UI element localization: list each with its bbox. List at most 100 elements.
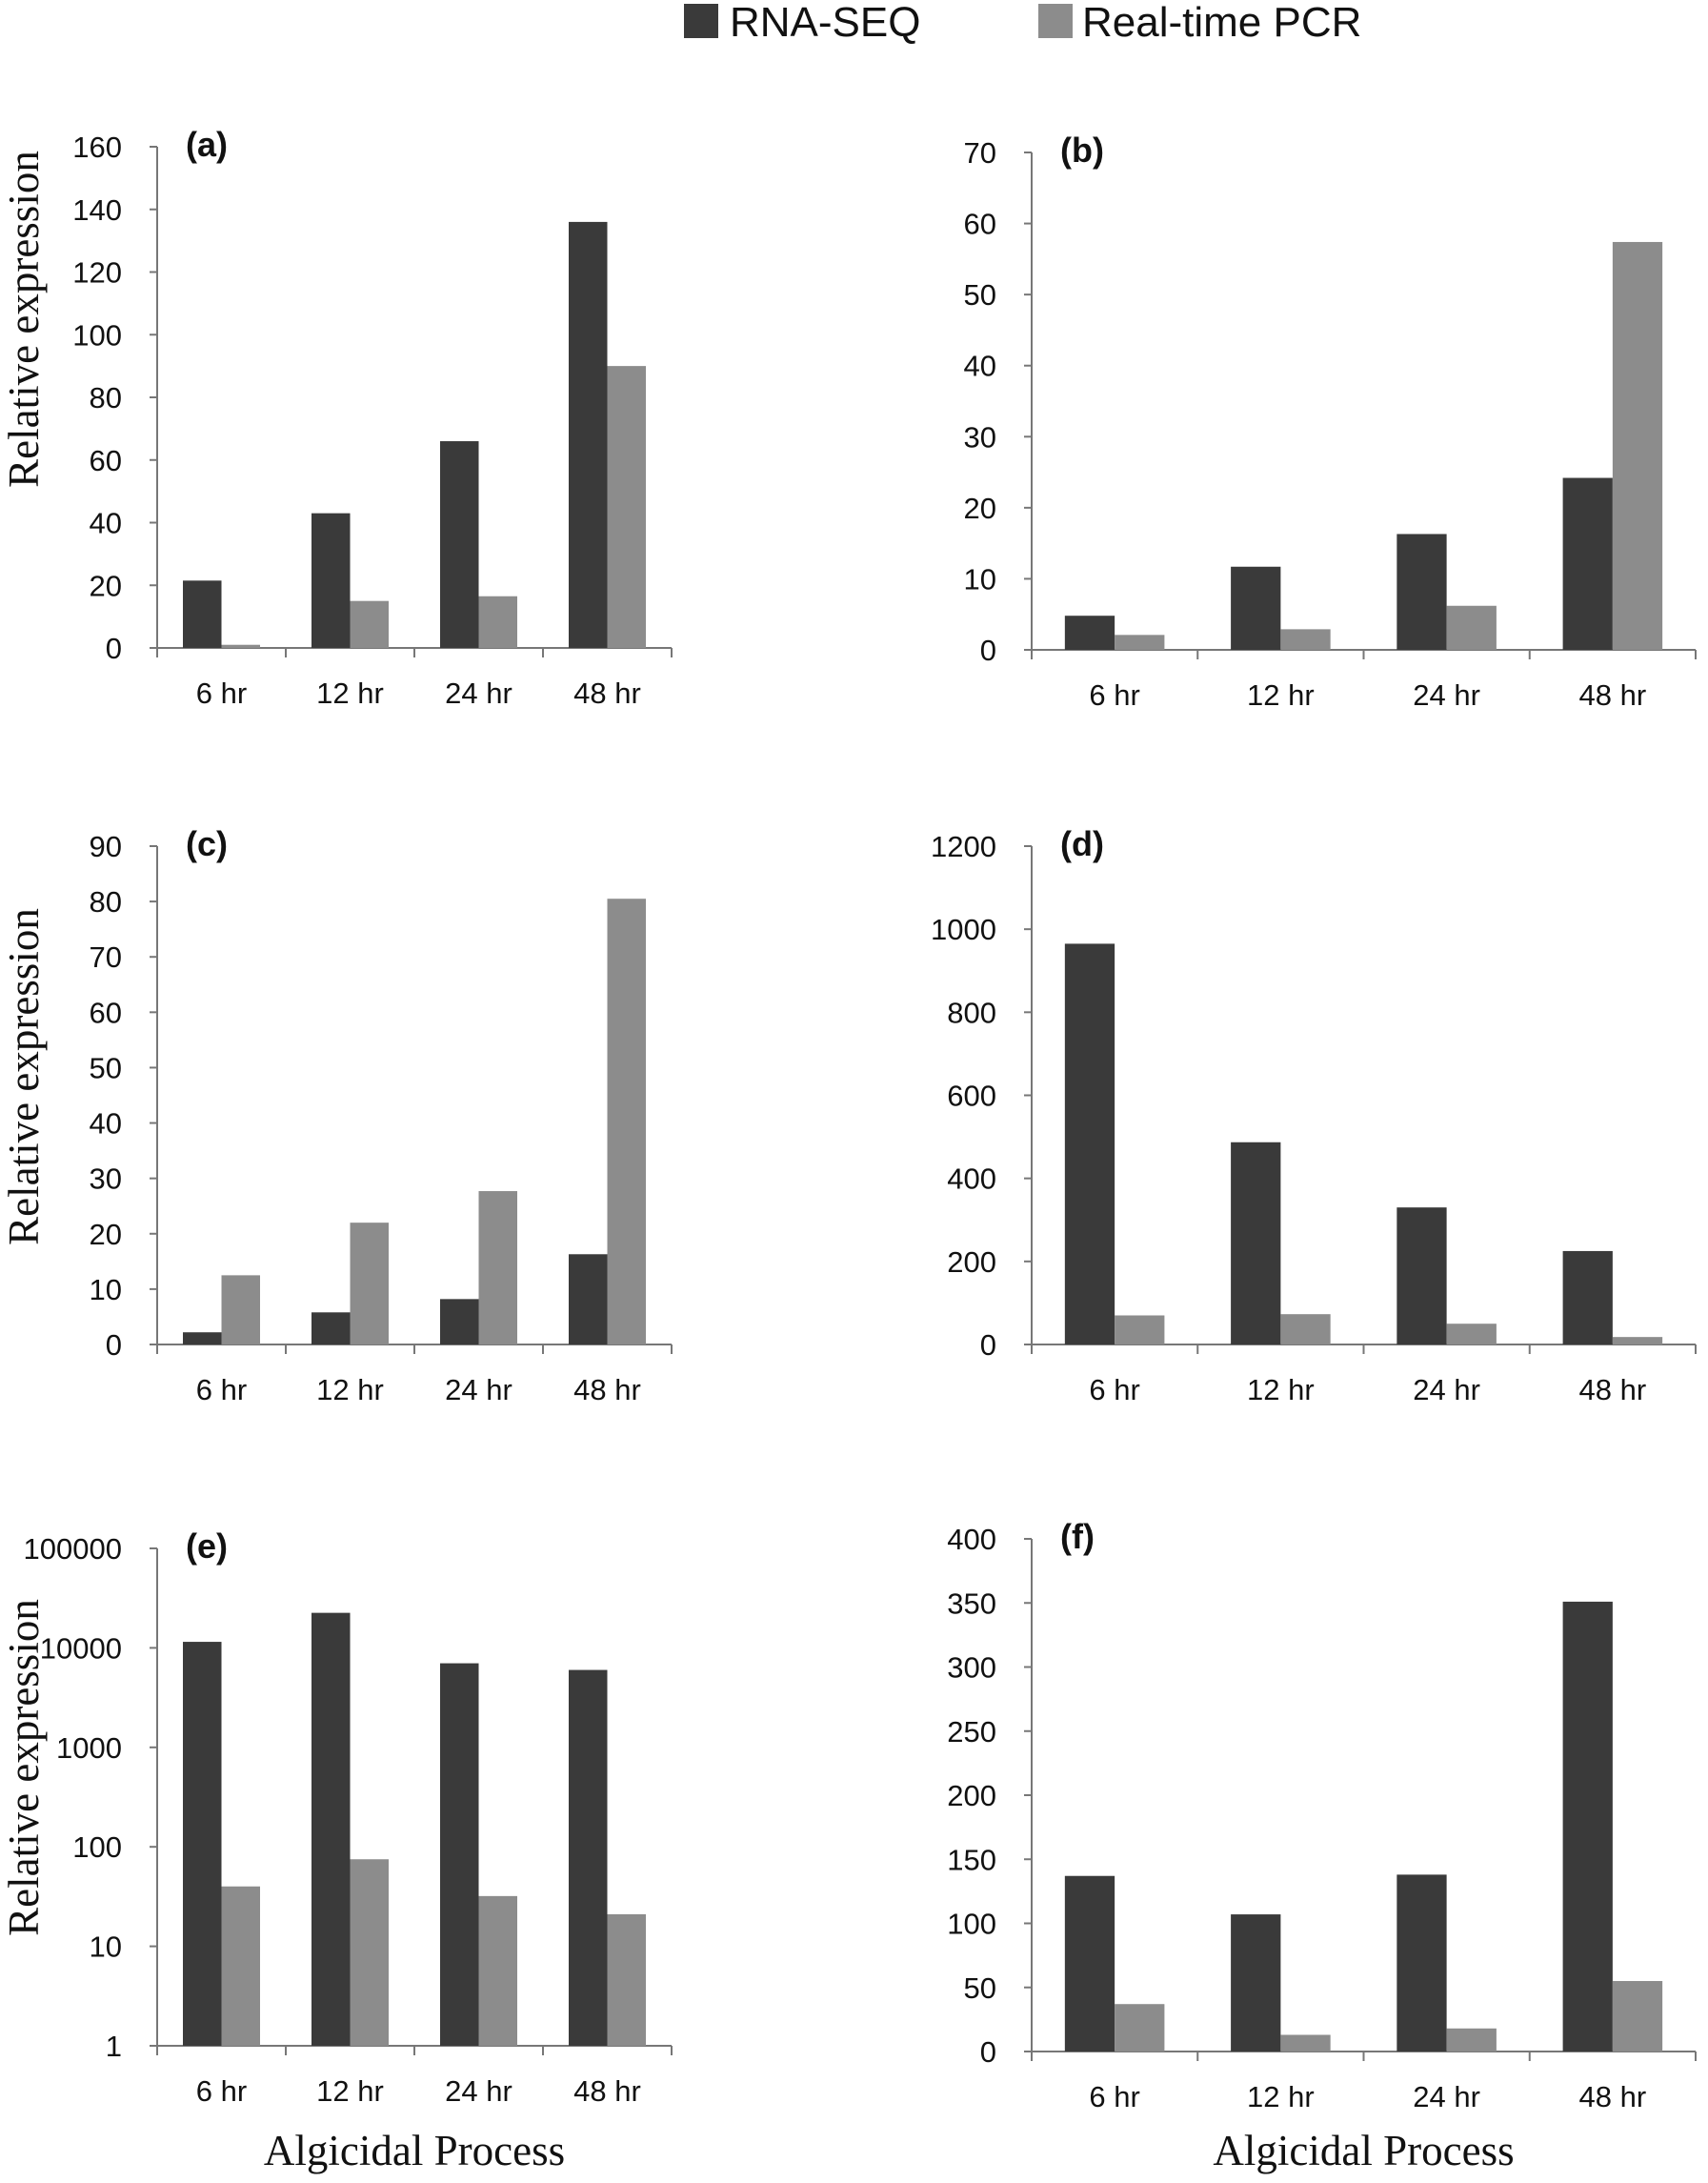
x-tick-label: 24 hr — [445, 1373, 512, 1406]
bar-real-time-pcr — [607, 899, 646, 1344]
y-tick-label: 20 — [90, 1218, 122, 1251]
x-tick-label: 48 hr — [573, 1373, 641, 1406]
y-tick-label: 100 — [72, 318, 122, 352]
y-tick-label: 0 — [980, 2035, 996, 2069]
y-axis-label: Relative expression — [0, 151, 48, 488]
y-tick-label: 0 — [106, 1328, 122, 1362]
bar-rna-seq — [311, 1312, 351, 1344]
bar-rna-seq — [311, 1612, 351, 2046]
legend-swatch-rna-seq — [684, 4, 718, 38]
bar-rna-seq — [1064, 1875, 1115, 2052]
chart-panel-3: 0 200 400 600 800 1000 1200 6 hr 12 hr 24 hr 48 hr… — [931, 824, 1697, 1406]
bar-real-time-pcr — [478, 596, 517, 648]
y-tick-label: 50 — [964, 278, 996, 312]
y-tick-label: 800 — [947, 996, 996, 1029]
bar-rna-seq — [1231, 1142, 1281, 1344]
y-tick-label: 350 — [947, 1587, 996, 1620]
bar-real-time-pcr — [1280, 1314, 1331, 1344]
bar-real-time-pcr — [607, 366, 646, 648]
legend: RNA-SEQ Real-time PCR — [684, 0, 1361, 46]
bar-real-time-pcr — [1115, 1315, 1165, 1344]
bar-real-time-pcr — [1446, 2028, 1497, 2052]
y-axis-label: Relative expression — [0, 908, 48, 1245]
y-tick-label: 100000 — [24, 1532, 122, 1566]
bar-real-time-pcr — [1280, 629, 1331, 650]
y-tick-label: 200 — [947, 1779, 996, 1812]
chart-panel-0: 0 20 40 60 80 100 120 140 160 6 hr 12 hr 24 hr 48 hr… — [0, 125, 673, 710]
y-tick-label: 20 — [90, 569, 122, 602]
bar-real-time-pcr — [350, 600, 389, 648]
panel-label: (e) — [186, 1526, 228, 1566]
bar-real-time-pcr — [478, 1191, 517, 1344]
x-tick-label: 48 hr — [1579, 2080, 1647, 2113]
panel-label: (f) — [1060, 1517, 1095, 1556]
y-axis-label: Relative expression — [0, 1599, 48, 1936]
panel-label: (b) — [1060, 131, 1104, 170]
x-tick-label: 24 hr — [1413, 2080, 1480, 2113]
x-tick-label: 6 hr — [1089, 2080, 1139, 2113]
x-tick-label: 12 hr — [1247, 2080, 1315, 2113]
x-tick-label: 6 hr — [1089, 1373, 1139, 1406]
bar-real-time-pcr — [350, 1859, 389, 2046]
bar-rna-seq — [1562, 1250, 1613, 1344]
y-tick-label: 30 — [90, 1162, 122, 1196]
panel-label: (d) — [1060, 824, 1104, 863]
bar-real-time-pcr — [221, 1275, 260, 1344]
x-tick-label: 48 hr — [1579, 1373, 1647, 1406]
y-tick-label: 300 — [947, 1651, 996, 1685]
bar-real-time-pcr — [1612, 1337, 1663, 1344]
x-tick-label: 24 hr — [445, 677, 512, 710]
y-tick-label: 0 — [980, 1328, 996, 1362]
x-tick-label: 24 hr — [445, 2074, 512, 2108]
bar-rna-seq — [311, 513, 351, 648]
x-tick-label: 48 hr — [573, 2074, 641, 2108]
legend-swatch-real-time-pcr — [1038, 4, 1073, 38]
y-tick-label: 0 — [106, 632, 122, 665]
bar-rna-seq — [1562, 1601, 1613, 2052]
x-tick-label: 48 hr — [573, 677, 641, 710]
bar-real-time-pcr — [221, 644, 260, 648]
bar-rna-seq — [1397, 1874, 1447, 2052]
x-tick-label: 6 hr — [196, 1373, 247, 1406]
chart-panel-4: 1 10 100 1000 10000 100000 6 hr 12 hr 24 hr 48 hr… — [0, 1526, 673, 2174]
bar-real-time-pcr — [1115, 635, 1165, 650]
x-tick-label: 6 hr — [1089, 678, 1139, 712]
y-tick-label: 1000 — [931, 913, 996, 946]
panel-label: (c) — [186, 824, 228, 863]
y-tick-label: 70 — [964, 136, 996, 170]
y-tick-label: 1000 — [56, 1731, 122, 1765]
x-axis-label: Algicidal Process — [264, 2127, 565, 2174]
y-tick-label: 30 — [964, 420, 996, 454]
y-tick-label: 50 — [964, 1971, 996, 2005]
y-tick-label: 160 — [72, 131, 122, 164]
y-tick-label: 400 — [947, 1523, 996, 1556]
bar-real-time-pcr — [1612, 241, 1663, 650]
x-tick-label: 48 hr — [1579, 678, 1647, 712]
bar-rna-seq — [440, 441, 479, 648]
bar-real-time-pcr — [1446, 1324, 1497, 1344]
bar-real-time-pcr — [1446, 605, 1497, 650]
bar-real-time-pcr — [1280, 2034, 1331, 2052]
y-tick-label: 60 — [90, 996, 122, 1029]
bar-rna-seq — [569, 1669, 608, 2046]
bar-real-time-pcr — [221, 1886, 260, 2046]
y-tick-label: 80 — [90, 885, 122, 919]
y-tick-label: 10000 — [40, 1631, 122, 1665]
chart-panel-5: 0 50 100 150 200 250 300 350 400 6 hr 12 hr 24 hr 48… — [947, 1517, 1697, 2174]
y-tick-label: 600 — [947, 1080, 996, 1113]
bar-rna-seq — [569, 221, 608, 648]
x-tick-label: 12 hr — [316, 677, 384, 710]
y-tick-label: 90 — [90, 830, 122, 863]
chart-panel-1: 0 10 20 30 40 50 60 70 6 hr 12 hr 24 hr 48 hr (b) — [964, 131, 1697, 712]
y-tick-label: 60 — [90, 444, 122, 477]
x-tick-label: 6 hr — [196, 2074, 247, 2108]
bar-real-time-pcr — [350, 1223, 389, 1344]
y-tick-label: 400 — [947, 1162, 996, 1196]
bar-rna-seq — [1231, 566, 1281, 650]
y-tick-label: 50 — [90, 1051, 122, 1084]
x-tick-label: 12 hr — [316, 2074, 384, 2108]
chart-panel-2: 0 10 20 30 40 50 60 70 80 90 6 hr 12 hr 24 hr 48 hr (c… — [0, 824, 673, 1406]
y-tick-label: 40 — [90, 507, 122, 540]
y-tick-label: 140 — [72, 193, 122, 227]
